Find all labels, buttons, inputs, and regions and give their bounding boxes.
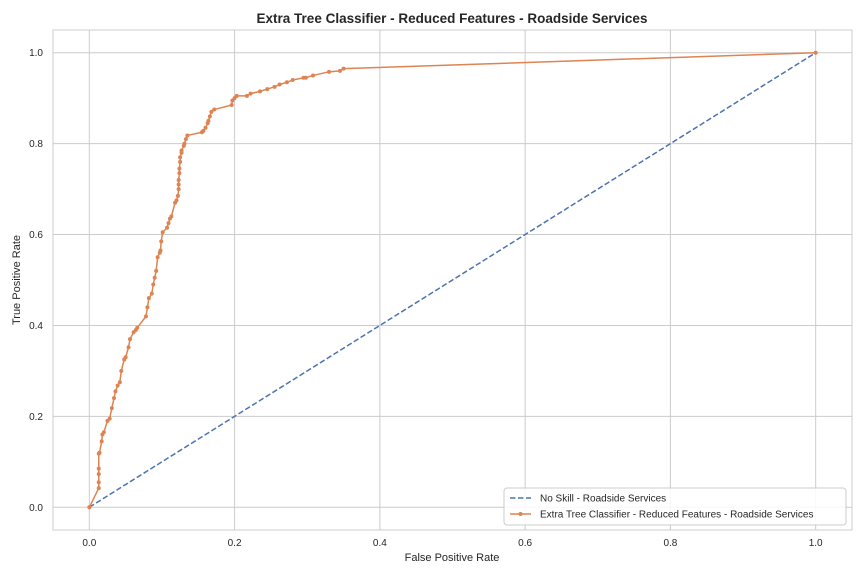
roc-point: [290, 78, 295, 82]
legend-label-no-skill: No Skill - Roadside Services: [540, 494, 666, 505]
roc-point: [165, 225, 170, 230]
plot-frame: [52, 29, 853, 531]
x-tick-label: 0.8: [663, 538, 677, 549]
roc-point: [337, 68, 342, 73]
roc-point: [178, 155, 183, 160]
roc-point: [212, 107, 217, 112]
roc-point: [145, 305, 150, 310]
chart-title: Extra Tree Classifier - Reduced Features…: [257, 11, 648, 26]
roc-point: [176, 182, 181, 187]
roc-point: [113, 389, 118, 394]
roc-point: [229, 103, 234, 107]
roc-point: [96, 472, 101, 477]
roc-point: [127, 337, 132, 342]
roc-point: [96, 486, 101, 491]
roc-point: [341, 66, 346, 71]
roc-point: [155, 255, 160, 260]
roc-point: [185, 133, 190, 138]
roc-point: [99, 439, 104, 444]
roc-point: [159, 239, 164, 244]
x-tick-label: 0.0: [82, 538, 96, 549]
roc-point: [272, 84, 277, 89]
roc-point: [311, 73, 316, 78]
roc-point: [175, 193, 180, 198]
y-axis-label: True Positive Rate: [11, 235, 23, 325]
roc-point: [277, 82, 282, 87]
roc-point: [107, 416, 112, 421]
roc-point: [209, 109, 214, 114]
roc-point: [248, 91, 253, 96]
roc-point: [258, 89, 263, 94]
roc-point: [177, 166, 182, 171]
roc-point: [169, 214, 174, 219]
series-layer: [87, 50, 818, 510]
roc-point: [135, 325, 140, 330]
roc-point: [96, 480, 101, 485]
roc-point: [183, 137, 188, 142]
roc-point: [126, 345, 131, 350]
roc-point: [327, 69, 332, 74]
roc-point: [115, 383, 120, 388]
roc-point: [97, 450, 102, 455]
roc-point: [182, 141, 187, 146]
roc-point: [143, 314, 148, 319]
x-axis-label: False Positive Rate: [405, 552, 500, 564]
roc-point: [303, 75, 308, 80]
y-tick-label: 0.0: [29, 503, 43, 514]
x-tick-label: 1.0: [809, 538, 823, 549]
y-tick-label: 1.0: [29, 48, 43, 59]
y-tick-label: 0.8: [29, 139, 43, 150]
roc-point: [174, 198, 179, 203]
legend-box: [503, 487, 847, 526]
roc-point: [813, 50, 818, 55]
legend: No Skill - Roadside Services Extra Tree …: [503, 487, 847, 526]
roc-point: [87, 505, 92, 510]
roc-point: [123, 355, 128, 360]
roc-point: [178, 159, 183, 164]
roc-point: [149, 291, 154, 296]
roc-point: [234, 93, 239, 98]
tick-labels: 0.0 0.2 0.4 0.6 0.8 1.0 0.0 0.2 0.4 0.6 0.8 1.0: [29, 48, 823, 549]
roc-point: [207, 114, 212, 119]
legend-label-extra-tree: Extra Tree Classifier - Reduced Features…: [540, 510, 813, 521]
roc-point: [201, 128, 206, 133]
roc-point: [152, 275, 157, 280]
y-tick-label: 0.4: [29, 321, 43, 332]
roc-point: [109, 406, 114, 411]
roc-point: [119, 368, 124, 373]
roc-point: [101, 430, 106, 435]
no-skill-line: [88, 52, 817, 508]
roc-point: [244, 93, 249, 98]
roc-point: [177, 171, 182, 176]
x-tick-label: 0.2: [228, 538, 242, 549]
roc-point: [146, 296, 151, 301]
roc-point: [112, 396, 117, 401]
roc-point: [203, 125, 208, 130]
roc-point: [206, 118, 211, 123]
roc-point: [166, 221, 171, 226]
x-tick-label: 0.4: [373, 538, 387, 549]
roc-point: [179, 148, 184, 153]
roc-point: [176, 187, 181, 192]
roc-point: [176, 178, 181, 182]
roc-point: [158, 248, 163, 253]
legend-marker-extra-tree: [518, 512, 523, 516]
y-tick-label: 0.6: [29, 230, 43, 241]
x-tick-label: 0.6: [518, 538, 532, 549]
roc-point: [284, 80, 289, 85]
roc-point: [265, 87, 270, 92]
roc-point: [154, 268, 159, 273]
y-tick-label: 0.2: [29, 412, 43, 423]
roc-point: [117, 380, 122, 385]
roc-point: [160, 230, 165, 235]
roc-point: [151, 282, 156, 287]
roc-point: [96, 466, 101, 471]
